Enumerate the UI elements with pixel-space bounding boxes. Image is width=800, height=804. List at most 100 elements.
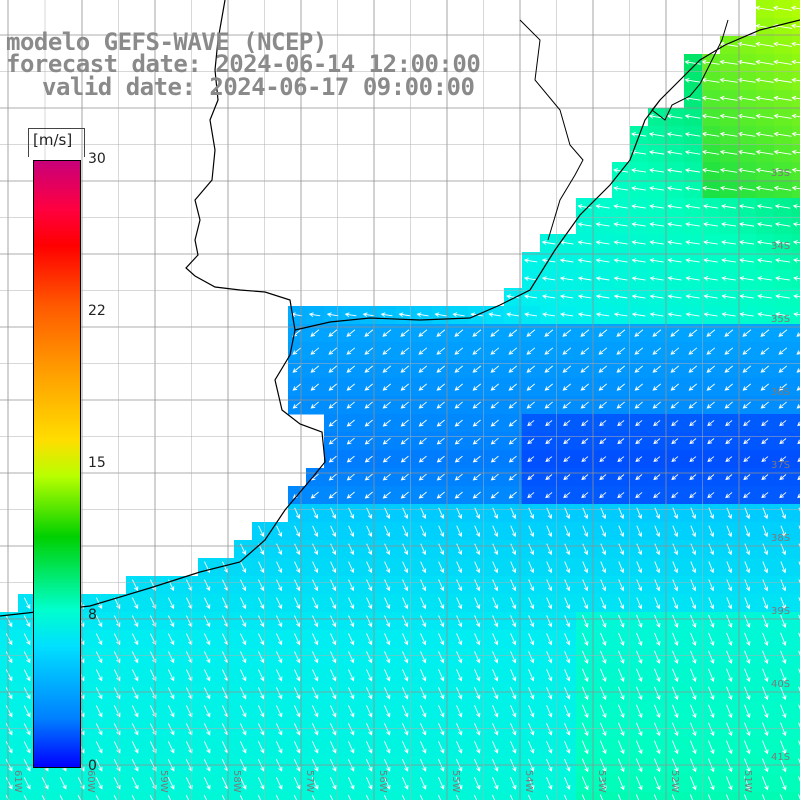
wind-arrow bbox=[670, 347, 680, 355]
wind-arrow bbox=[400, 329, 410, 337]
wind-arrow bbox=[760, 401, 769, 409]
wind-arrow bbox=[436, 473, 445, 481]
wind-arrow bbox=[492, 543, 499, 556]
wind-arrow bbox=[528, 687, 535, 700]
wind-arrow bbox=[755, 23, 774, 29]
speed-cell bbox=[792, 576, 800, 595]
wind-arrow bbox=[420, 579, 427, 592]
wind-arrow bbox=[454, 473, 463, 481]
wind-arrow bbox=[328, 347, 338, 355]
wind-arrow bbox=[685, 222, 700, 227]
wind-arrow bbox=[420, 651, 427, 664]
speed-cell bbox=[360, 792, 379, 804]
wind-arrow bbox=[383, 776, 391, 790]
wind-arrow bbox=[472, 437, 481, 445]
wind-arrow bbox=[706, 365, 716, 373]
wind-arrow bbox=[311, 687, 319, 700]
wind-arrow bbox=[523, 276, 538, 281]
wind-arrow bbox=[95, 669, 103, 682]
wind-arrow bbox=[577, 258, 592, 263]
wind-arrow bbox=[528, 561, 535, 574]
wind-arrow bbox=[636, 686, 643, 701]
wind-arrow bbox=[364, 491, 373, 499]
speed-cell bbox=[792, 522, 800, 541]
wind-arrow bbox=[688, 329, 698, 337]
speed-cell bbox=[684, 792, 703, 804]
wind-arrow bbox=[564, 705, 571, 718]
wind-arrow bbox=[328, 455, 337, 463]
wind-arrow bbox=[240, 597, 247, 610]
wind-arrow bbox=[546, 615, 553, 628]
longitude-label: 60W bbox=[85, 770, 96, 793]
wind-arrow bbox=[456, 597, 463, 610]
wind-arrow bbox=[310, 491, 319, 499]
speed-cell bbox=[792, 630, 800, 649]
wind-arrow bbox=[600, 650, 607, 665]
wind-arrow bbox=[724, 329, 734, 337]
speed-cell bbox=[756, 792, 775, 804]
wind-arrow bbox=[328, 383, 338, 391]
wind-arrow bbox=[773, 167, 792, 173]
wind-arrow bbox=[636, 561, 643, 574]
wind-arrow bbox=[780, 525, 787, 538]
speed-cell bbox=[576, 792, 595, 804]
speed-cell bbox=[792, 0, 800, 19]
wind-arrow bbox=[541, 276, 556, 281]
wind-arrow bbox=[418, 491, 427, 499]
wind-arrow bbox=[688, 401, 697, 409]
wind-arrow bbox=[346, 437, 355, 445]
wind-arrow bbox=[649, 240, 664, 245]
wind-arrow bbox=[613, 240, 628, 245]
wind-arrow bbox=[780, 704, 787, 719]
speed-cell bbox=[792, 378, 800, 397]
wind-arrow bbox=[416, 312, 429, 317]
wind-arrow bbox=[5, 615, 13, 628]
wind-arrow bbox=[726, 579, 733, 592]
wind-arrow bbox=[564, 740, 571, 754]
wind-arrow bbox=[708, 614, 715, 628]
speed-cell bbox=[720, 792, 739, 804]
wind-arrow bbox=[778, 401, 787, 409]
wind-arrow bbox=[618, 597, 625, 610]
wind-arrow bbox=[564, 722, 571, 736]
wind-arrow bbox=[239, 776, 247, 790]
wind-arrow bbox=[455, 776, 463, 790]
wind-arrow bbox=[755, 41, 774, 47]
wind-arrow bbox=[654, 525, 661, 538]
wind-arrow bbox=[703, 276, 718, 281]
wind-arrow bbox=[690, 668, 697, 683]
wind-arrow bbox=[348, 651, 355, 664]
wind-arrow bbox=[739, 312, 754, 317]
model-title: modelo GEFS-WAVE (NCEP) bbox=[6, 28, 327, 56]
speed-cell bbox=[792, 36, 800, 55]
speed-cell bbox=[774, 792, 793, 804]
wind-arrow bbox=[382, 455, 391, 463]
wind-arrow bbox=[708, 668, 715, 683]
wind-arrow bbox=[436, 437, 445, 445]
wind-arrow bbox=[618, 614, 625, 628]
wind-arrow bbox=[454, 455, 463, 463]
wind-arrow bbox=[510, 740, 517, 754]
speed-cell bbox=[792, 594, 800, 613]
wind-arrow bbox=[167, 705, 175, 718]
wind-arrow bbox=[528, 543, 535, 556]
wind-arrow bbox=[402, 615, 409, 628]
wind-arrow bbox=[708, 561, 715, 574]
wind-arrow bbox=[652, 383, 662, 391]
wind-arrow bbox=[798, 758, 800, 764]
wind-arrow bbox=[719, 77, 738, 83]
wind-arrow bbox=[528, 705, 535, 718]
wind-arrow bbox=[798, 650, 800, 656]
wind-arrow bbox=[294, 525, 301, 538]
wind-arrow bbox=[672, 579, 679, 592]
wind-arrow bbox=[685, 312, 700, 317]
wind-arrow bbox=[580, 329, 590, 337]
wind-arrow bbox=[563, 456, 571, 463]
wind-arrow bbox=[577, 312, 592, 317]
wind-arrow bbox=[761, 456, 769, 463]
wind-arrow bbox=[582, 525, 589, 538]
speed-cell bbox=[792, 702, 800, 721]
wind-arrow bbox=[131, 741, 139, 754]
wind-arrow bbox=[418, 347, 428, 355]
wind-arrow bbox=[671, 420, 679, 427]
